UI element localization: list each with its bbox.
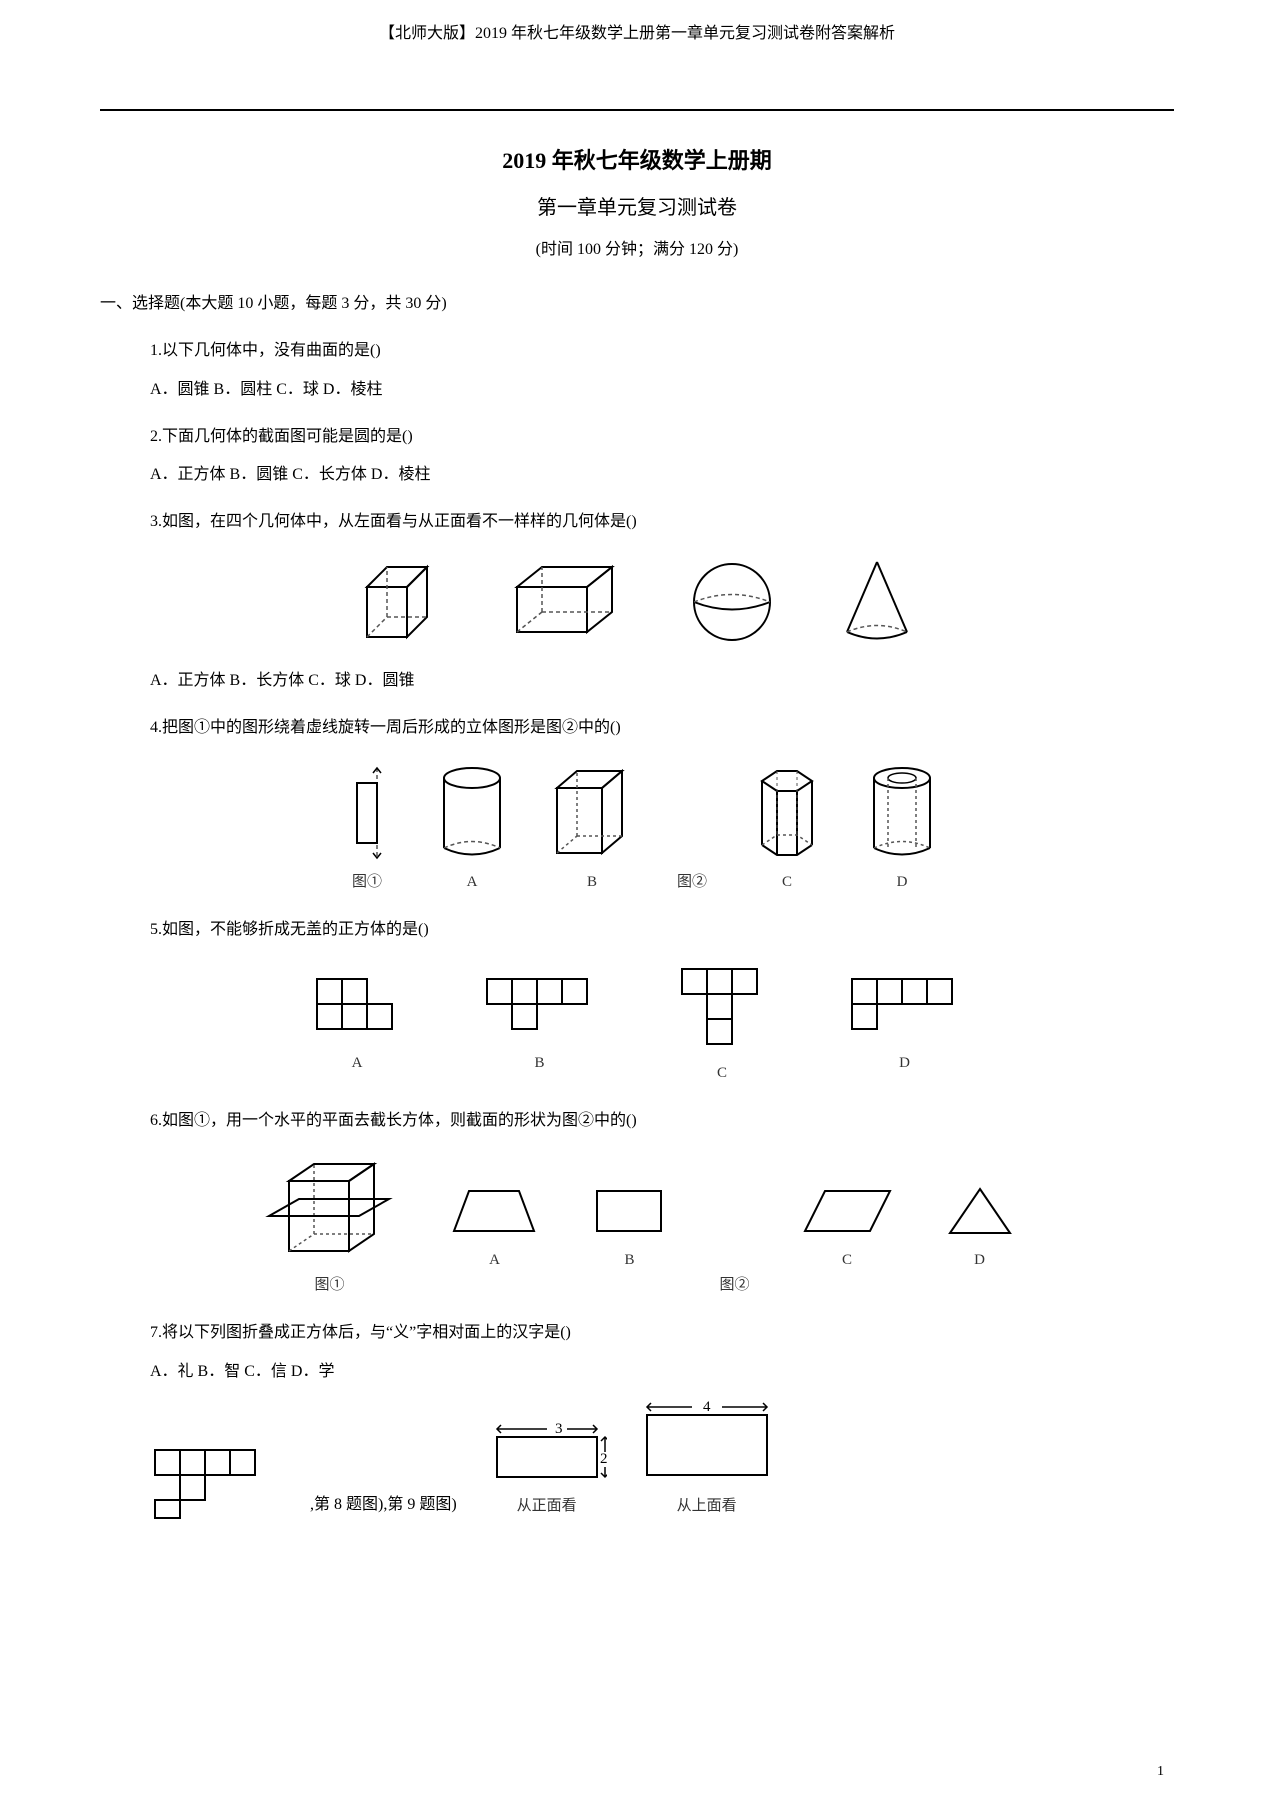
q6-optC-icon xyxy=(800,1181,895,1241)
q7-options: A．礼 B．智 C．信 D．学 xyxy=(150,1358,1174,1387)
q6-text: 6.如图①，用一个水平的平面去截长方体，则截面的形状为图②中的() xyxy=(150,1107,1174,1136)
section-mc-heading: 一、选择题(本大题 10 小题，每题 3 分，共 30 分) xyxy=(100,290,1174,319)
q6-optB-icon xyxy=(589,1181,669,1241)
dim-2: 2 xyxy=(600,1451,607,1467)
q4-fig1-icon xyxy=(337,763,397,863)
q6-optA-icon xyxy=(449,1181,539,1241)
q8-top-view-icon: 4 xyxy=(637,1397,777,1487)
q5-optA-label: A xyxy=(352,1050,363,1077)
cone-icon xyxy=(837,557,917,647)
q4-optD-icon xyxy=(867,763,937,863)
dim-3: 3 xyxy=(555,1421,563,1437)
q5-optA-icon xyxy=(312,974,402,1044)
q6-optC-label: C xyxy=(842,1247,852,1274)
q6-optD-label: D xyxy=(974,1247,985,1274)
q6-optA-label: A xyxy=(489,1247,500,1274)
q3-figures xyxy=(100,557,1174,647)
q6-optD-icon xyxy=(945,1181,1015,1241)
q2-options: A．正方体 B．圆锥 C．长方体 D．棱柱 xyxy=(150,461,1174,490)
q4-optB-label: B xyxy=(587,869,597,896)
q7-text: 7.将以下列图折叠成正方体后，与“义”字相对面上的汉字是() xyxy=(150,1319,1174,1348)
q8-front-view-icon: 3 2 xyxy=(487,1407,607,1487)
q4-fig1-label: 图① xyxy=(352,869,382,896)
doc-subtitle: 第一章单元复习测试卷 xyxy=(100,190,1174,226)
q4-fig2-label: 图② xyxy=(677,869,707,896)
q8-top-label: 从上面看 xyxy=(677,1493,737,1520)
q4-optB-icon xyxy=(547,763,637,863)
q5-text: 5.如图，不能够折成无盖的正方体的是() xyxy=(150,916,1174,945)
q5-optB-label: B xyxy=(534,1050,544,1077)
q4-optA-label: A xyxy=(467,869,478,896)
q5-optD-icon xyxy=(847,974,962,1044)
q5-figures: A B xyxy=(100,964,1174,1087)
q5-optD-label: D xyxy=(899,1050,910,1077)
q1-options: A．圆锥 B．圆柱 C．球 D．棱柱 xyxy=(150,376,1174,405)
q4-figures: 图① A B 图② xyxy=(100,763,1174,896)
q3-text: 3.如图，在四个几何体中，从左面看与从正面看不一样样的几何体是() xyxy=(150,508,1174,537)
q4-optA-icon xyxy=(437,763,507,863)
time-score-info: (时间 100 分钟；满分 120 分) xyxy=(100,236,1174,265)
q6-fig1-icon xyxy=(259,1156,399,1266)
q8-figures: ,第 8 题图),第 9 题图) 3 2 从正面看 xyxy=(150,1397,1174,1520)
q8-front-label: 从正面看 xyxy=(517,1493,577,1520)
sphere-icon xyxy=(687,557,777,647)
q6-fig1-label: 图① xyxy=(314,1272,344,1299)
dim-4: 4 xyxy=(703,1399,711,1415)
q2-text: 2.下面几何体的截面图可能是圆的是() xyxy=(150,423,1174,452)
q6-figures: 图① A B 图② C D xyxy=(100,1156,1174,1299)
q5-optC-icon xyxy=(677,964,767,1054)
cuboid-icon xyxy=(507,562,627,642)
q4-optD-label: D xyxy=(897,869,908,896)
page-number: 1 xyxy=(1157,1759,1164,1784)
q5-optB-icon xyxy=(482,974,597,1044)
q3-options: A．正方体 B．长方体 C．球 D．圆锥 xyxy=(150,667,1174,696)
q4-optC-icon xyxy=(747,763,827,863)
q4-text: 4.把图①中的图形绕着虚线旋转一周后形成的立体图形是图②中的() xyxy=(150,714,1174,743)
q4-optC-label: C xyxy=(782,869,792,896)
q1-text: 1.以下几何体中，没有曲面的是() xyxy=(150,337,1174,366)
q8-caption: ,第 8 题图),第 9 题图) xyxy=(310,1491,457,1520)
cube-icon xyxy=(357,557,447,647)
q8-net-icon xyxy=(150,1430,280,1520)
q5-optC-label: C xyxy=(717,1060,727,1087)
q6-fig2-label: 图② xyxy=(719,1272,749,1299)
document-top-header: 【北师大版】2019 年秋七年级数学上册第一章单元复习测试卷附答案解析 xyxy=(100,20,1174,49)
doc-title: 2019 年秋七年级数学上册期 xyxy=(100,141,1174,181)
horizontal-divider xyxy=(100,109,1174,111)
q6-optB-label: B xyxy=(624,1247,634,1274)
